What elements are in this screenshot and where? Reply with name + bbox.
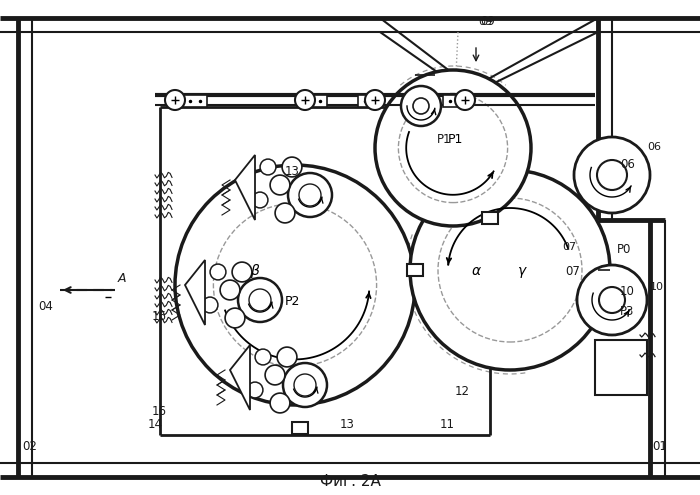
Circle shape — [225, 308, 245, 328]
Circle shape — [294, 374, 316, 396]
Circle shape — [398, 94, 508, 202]
Text: A: A — [118, 272, 127, 285]
Bar — [482, 212, 498, 224]
Circle shape — [270, 175, 290, 195]
Text: 16: 16 — [152, 310, 167, 323]
Circle shape — [220, 280, 240, 300]
Polygon shape — [185, 260, 205, 325]
Text: 10: 10 — [620, 285, 635, 298]
Text: 06: 06 — [647, 142, 661, 152]
Circle shape — [288, 173, 332, 217]
Polygon shape — [235, 155, 255, 220]
Text: P1: P1 — [448, 133, 463, 146]
Bar — [407, 264, 423, 276]
Text: 16: 16 — [152, 405, 167, 418]
Text: P1: P1 — [437, 133, 452, 146]
Text: P0: P0 — [617, 243, 631, 256]
Bar — [595, 340, 647, 395]
Circle shape — [249, 289, 271, 311]
Circle shape — [413, 98, 429, 114]
Circle shape — [577, 265, 647, 335]
Circle shape — [165, 90, 185, 110]
Circle shape — [295, 90, 315, 110]
Circle shape — [375, 70, 531, 226]
Circle shape — [599, 287, 625, 313]
Text: 13: 13 — [285, 165, 300, 178]
Text: 07: 07 — [565, 265, 580, 278]
Circle shape — [270, 393, 290, 413]
Text: β: β — [250, 264, 259, 278]
Text: 06: 06 — [620, 158, 635, 171]
Circle shape — [214, 203, 377, 367]
Text: 14: 14 — [148, 418, 163, 431]
Circle shape — [401, 86, 441, 126]
Text: 12: 12 — [455, 385, 470, 398]
Text: Фиг. 2А: Фиг. 2А — [320, 475, 380, 490]
Circle shape — [597, 160, 627, 190]
Polygon shape — [230, 345, 250, 410]
Circle shape — [438, 198, 582, 342]
Circle shape — [265, 365, 285, 385]
Circle shape — [232, 262, 252, 282]
Circle shape — [455, 90, 475, 110]
Circle shape — [410, 170, 610, 370]
Circle shape — [282, 157, 302, 177]
Text: P2: P2 — [285, 295, 300, 308]
Circle shape — [202, 297, 218, 313]
Circle shape — [365, 90, 385, 110]
Bar — [443, 95, 467, 107]
Circle shape — [252, 192, 268, 208]
Circle shape — [283, 363, 327, 407]
Text: 04: 04 — [38, 300, 53, 313]
Text: P3: P3 — [620, 305, 634, 318]
Text: 09: 09 — [478, 17, 492, 27]
Text: 10: 10 — [650, 282, 664, 292]
Bar — [183, 95, 207, 107]
Circle shape — [255, 349, 271, 365]
Circle shape — [299, 184, 321, 206]
Circle shape — [238, 278, 282, 322]
Bar — [303, 95, 327, 107]
Text: 01: 01 — [652, 440, 667, 453]
Bar — [292, 422, 308, 434]
Circle shape — [277, 347, 297, 367]
Text: 09: 09 — [480, 15, 495, 28]
Text: 11: 11 — [440, 418, 455, 431]
Circle shape — [574, 137, 650, 213]
Text: γ: γ — [518, 264, 526, 278]
Circle shape — [260, 159, 276, 175]
Circle shape — [275, 203, 295, 223]
Bar — [358, 95, 382, 107]
Text: 13: 13 — [340, 418, 355, 431]
Text: 07: 07 — [562, 242, 576, 252]
Circle shape — [247, 382, 263, 398]
Circle shape — [210, 264, 226, 280]
Text: 02: 02 — [22, 440, 37, 453]
Text: α: α — [472, 264, 481, 278]
Circle shape — [175, 165, 415, 405]
